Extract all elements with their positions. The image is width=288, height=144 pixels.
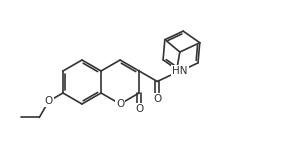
Text: O: O	[45, 96, 53, 106]
Text: O: O	[135, 104, 143, 114]
Text: O: O	[116, 99, 124, 109]
Text: HN: HN	[172, 66, 187, 76]
Text: O: O	[153, 94, 161, 105]
